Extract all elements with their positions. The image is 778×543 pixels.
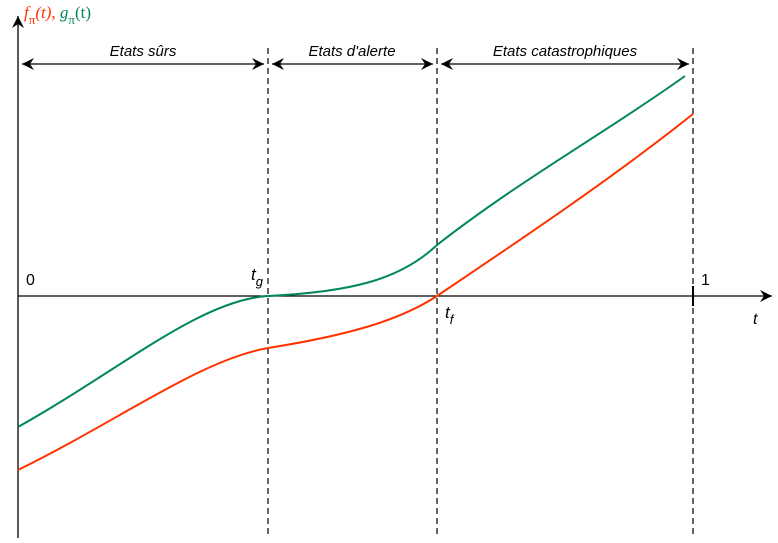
origin-label: 0 <box>26 272 35 289</box>
g-subscript: π <box>68 12 75 27</box>
y-axis-label: fπ(t), gπ(t) <box>24 3 91 27</box>
f-subscript: π <box>29 12 36 27</box>
tg-subscript: g <box>256 274 264 289</box>
g-argument: (t) <box>75 3 91 22</box>
f-curve <box>17 113 694 471</box>
end-label: 1 <box>701 272 710 289</box>
f-argument: (t) <box>35 3 51 22</box>
label-separator: , <box>51 3 60 22</box>
g-symbol: g <box>60 3 69 22</box>
region-label-safe: Etats sûrs <box>110 43 177 60</box>
tf-symbol: t <box>445 303 451 322</box>
tg-label: tg <box>251 265 264 289</box>
tf-subscript: f <box>450 312 455 327</box>
x-axis-label: t <box>753 311 758 328</box>
region-label-alert: Etats d'alerte <box>308 43 395 60</box>
region-label-catastrophic: Etats catastrophiques <box>493 43 638 60</box>
g-curve <box>17 75 686 428</box>
tg-symbol: t <box>251 265 257 284</box>
tf-label: tf <box>445 303 455 327</box>
f-symbol: f <box>24 3 31 22</box>
